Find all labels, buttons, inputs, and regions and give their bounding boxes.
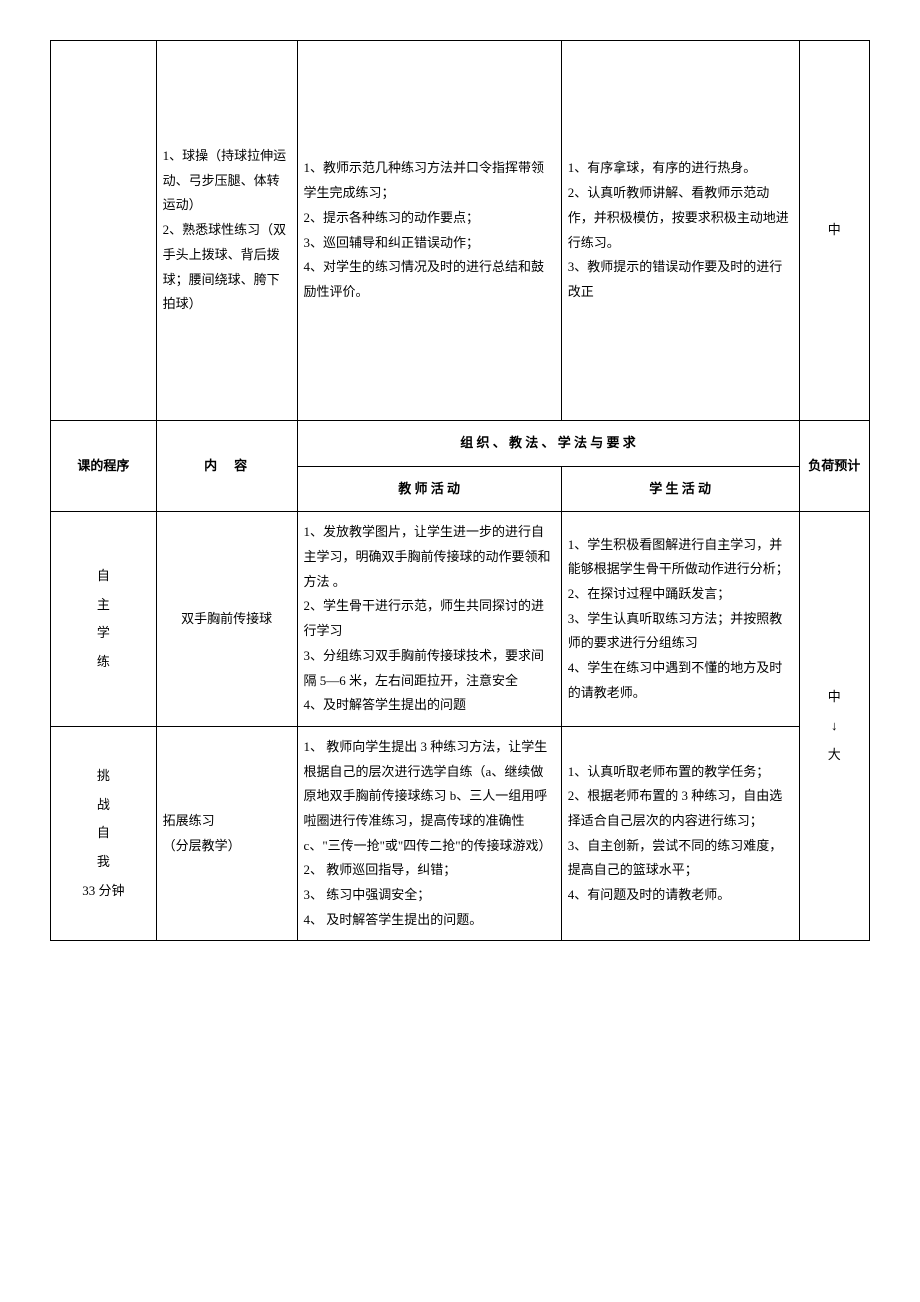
header-student: 学 生 活 动 [561, 466, 799, 512]
header-text: 学 生 活 动 [649, 481, 711, 496]
table-row: 自主学练 双手胸前传接球 1、发放教学图片，让学生进一步的进行自主学习，明确双手… [51, 512, 870, 727]
content-cell: 拓展练习（分层教学） [156, 726, 297, 941]
load-cell: 中 [799, 41, 869, 421]
cell-text: 1、球操（持球拉伸运动、弓步压腿、体转运动）2、熟悉球性练习（双手头上拨球、背后… [163, 148, 287, 311]
table-row: 1、球操（持球拉伸运动、弓步压腿、体转运动）2、熟悉球性练习（双手头上拨球、背后… [51, 41, 870, 421]
header-text: 负荷预计 [808, 458, 860, 473]
header-text: 组 织 、 教 法 、 学 法 与 要 求 [460, 435, 636, 450]
header-text: 教 师 活 动 [398, 481, 460, 496]
cell-text: 中↓大 [828, 689, 841, 761]
cell-text: 自主学练 [97, 568, 110, 669]
teacher-cell: 1、 教师向学生提出 3 种练习方法，让学生根据自己的层次进行选学自练（a、继续… [297, 726, 561, 941]
student-cell: 1、有序拿球，有序的进行热身。2、认真听教师讲解、看教师示范动作，并积极模仿，按… [561, 41, 799, 421]
table-header-row: 课的程序 内 容 组 织 、 教 法 、 学 法 与 要 求 负荷预计 [51, 421, 870, 467]
header-method-group: 组 织 、 教 法 、 学 法 与 要 求 [297, 421, 799, 467]
content-cell: 1、球操（持球拉伸运动、弓步压腿、体转运动）2、熟悉球性练习（双手头上拨球、背后… [156, 41, 297, 421]
header-procedure: 课的程序 [51, 421, 157, 512]
header-text: 内 容 [204, 458, 249, 473]
cell-text: 1、教师示范几种练习方法并口令指挥带领学生完成练习；2、提示各种练习的动作要点；… [304, 160, 545, 298]
header-teacher: 教 师 活 动 [297, 466, 561, 512]
procedure-cell-empty [51, 41, 157, 421]
table-row: 挑战自我33 分钟 拓展练习（分层教学） 1、 教师向学生提出 3 种练习方法，… [51, 726, 870, 941]
cell-text: 1、 教师向学生提出 3 种练习方法，让学生根据自己的层次进行选学自练（a、继续… [304, 739, 552, 927]
header-text: 课的程序 [77, 458, 129, 473]
cell-text: 中 [828, 222, 841, 237]
lesson-plan-table: 1、球操（持球拉伸运动、弓步压腿、体转运动）2、熟悉球性练习（双手头上拨球、背后… [50, 40, 870, 941]
student-cell: 1、学生积极看图解进行自主学习，并能够根据学生骨干所做动作进行分析；2、在探讨过… [561, 512, 799, 727]
cell-text: 1、学生积极看图解进行自主学习，并能够根据学生骨干所做动作进行分析；2、在探讨过… [568, 537, 789, 700]
header-load: 负荷预计 [799, 421, 869, 512]
load-cell: 中↓大 [799, 512, 869, 941]
student-cell: 1、认真听取老师布置的教学任务；2、根据老师布置的 3 种练习，自由选择适合自己… [561, 726, 799, 941]
cell-text: 双手胸前传接球 [181, 611, 272, 626]
procedure-cell: 挑战自我33 分钟 [51, 726, 157, 941]
content-cell: 双手胸前传接球 [156, 512, 297, 727]
cell-text: 1、有序拿球，有序的进行热身。2、认真听教师讲解、看教师示范动作，并积极模仿，按… [568, 160, 789, 298]
cell-text: 1、发放教学图片，让学生进一步的进行自主学习，明确双手胸前传接球的动作要领和方法… [304, 524, 551, 712]
teacher-cell: 1、发放教学图片，让学生进一步的进行自主学习，明确双手胸前传接球的动作要领和方法… [297, 512, 561, 727]
cell-text: 拓展练习（分层教学） [163, 813, 241, 853]
cell-text: 挑战自我33 分钟 [82, 768, 124, 897]
cell-text: 1、认真听取老师布置的教学任务；2、根据老师布置的 3 种练习，自由选择适合自己… [568, 764, 783, 902]
teacher-cell: 1、教师示范几种练习方法并口令指挥带领学生完成练习；2、提示各种练习的动作要点；… [297, 41, 561, 421]
procedure-cell: 自主学练 [51, 512, 157, 727]
header-content: 内 容 [156, 421, 297, 512]
